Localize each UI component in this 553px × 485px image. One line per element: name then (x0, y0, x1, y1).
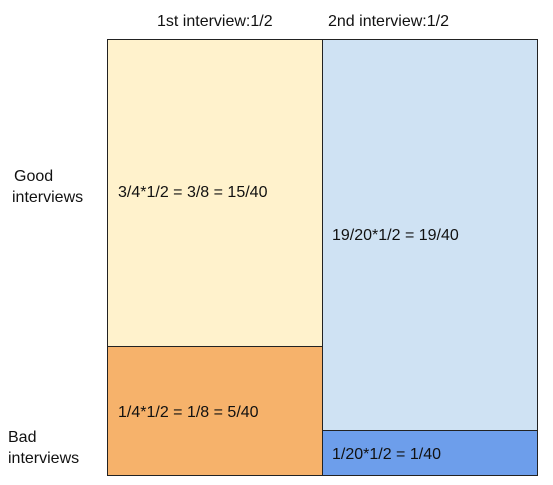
column-header-second-interview: 2nd interview:1/2 (328, 13, 449, 30)
column-header-first-interview: 1st interview:1/2 (157, 13, 273, 30)
row-label-bad-line1: Bad (8, 429, 37, 446)
cell-second-interview-bad-text: 1/20*1/2 = 1/40 (332, 446, 441, 463)
row-label-bad-line2: interviews (8, 450, 80, 467)
cell-second-interview-good: 19/20*1/2 = 19/40 (322, 39, 538, 431)
cell-first-interview-bad: 1/4*1/2 = 1/8 = 5/40 (107, 346, 323, 476)
row-label-good-line2: interviews (12, 189, 84, 206)
cell-second-interview-bad: 1/20*1/2 = 1/40 (322, 430, 538, 476)
row-label-bad-interviews: Bad interviews (8, 427, 103, 469)
row-label-good-line1: Good (14, 168, 54, 185)
cell-first-interview-good: 3/4*1/2 = 3/8 = 15/40 (107, 39, 323, 347)
cell-second-interview-good-text: 19/20*1/2 = 19/40 (332, 227, 459, 244)
cell-first-interview-good-text: 3/4*1/2 = 3/8 = 15/40 (118, 184, 268, 201)
row-label-good-interviews: Good interviews (8, 166, 103, 208)
cell-first-interview-bad-text: 1/4*1/2 = 1/8 = 5/40 (118, 404, 259, 421)
